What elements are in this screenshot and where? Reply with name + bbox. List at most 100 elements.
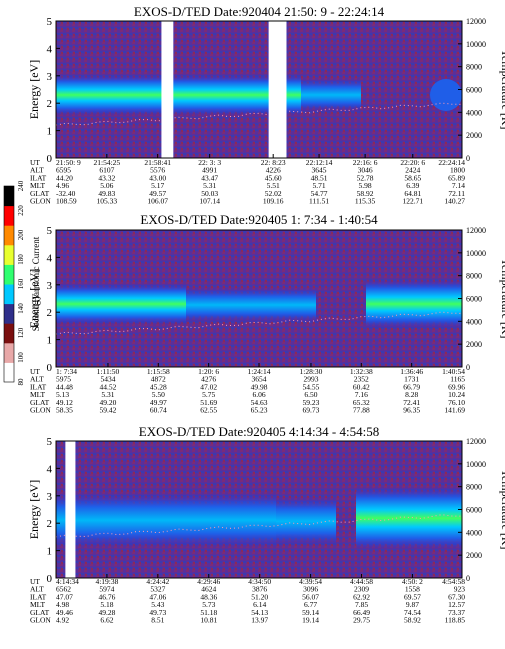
y-right-tick-label: 2000	[466, 131, 482, 140]
table-cell: 77.88	[353, 406, 370, 415]
table-cell: 43.47	[201, 173, 218, 182]
colorbar-segment	[4, 244, 14, 265]
table-cell: 22:16: 6	[353, 158, 378, 167]
table-row-label: GLAT	[30, 608, 50, 617]
y-right-tick-label: 6000	[466, 506, 482, 515]
table-cell: 4:34:50	[248, 577, 271, 586]
y-right-tick-label: 8000	[466, 483, 482, 492]
y-right-tick-label: 12000	[466, 226, 486, 235]
table-row-label: GLAT	[30, 189, 50, 198]
y-right-tick-label: 2000	[466, 340, 482, 349]
table-cell: 4:39:54	[299, 577, 322, 586]
table-cell: 69.96	[448, 382, 465, 391]
table-cell: 1:40:54	[442, 367, 465, 376]
panel-1: EXOS-D/TED Date:920404 21:50: 9 - 22:24:…	[27, 4, 505, 206]
table-row-label: ILAT	[30, 382, 47, 391]
colorbar-segment	[4, 362, 14, 383]
table-cell: 66.79	[403, 382, 420, 391]
table-cell: 58.92	[357, 189, 374, 198]
table-cell: 5.06	[100, 181, 113, 190]
emission-band	[56, 486, 462, 550]
y-tick-label: 1	[47, 335, 53, 347]
y-tick-label: 4	[47, 43, 53, 55]
y-right-axis-label: Temperature [K]	[499, 49, 505, 129]
table-cell: 69.73	[303, 406, 320, 415]
table-cell: 65.23	[251, 406, 268, 415]
table-cell: 6107	[99, 166, 114, 175]
table-cell: 4:24:42	[146, 577, 169, 586]
table-cell: 74.54	[404, 608, 421, 617]
table-cell: 4.92	[56, 616, 69, 625]
table-cell: 1558	[405, 585, 420, 594]
y-tick-label: 4	[47, 463, 53, 475]
table-cell: 141.69	[444, 406, 465, 415]
table-cell: 51.69	[200, 398, 217, 407]
table-cell: 107.14	[199, 197, 220, 206]
y-tick-label: 2	[47, 307, 53, 319]
y-right-tick-label: 4000	[466, 108, 482, 117]
panel-title: EXOS-D/TED Date:920404 21:50: 9 - 22:24:…	[134, 4, 385, 19]
table-cell: 22: 8:23	[261, 158, 286, 167]
table-cell: 4.98	[56, 600, 69, 609]
table-cell: 8.28	[405, 390, 418, 399]
table-cell: 58.92	[404, 616, 421, 625]
colorbar-segment	[4, 303, 14, 324]
table-cell: 1:24:14	[248, 367, 271, 376]
y-axis-label: Energy [eV]	[27, 60, 41, 119]
table-cell: 49.12	[56, 398, 73, 407]
colorbar: 80 100 120 140 160 180 200 220 240 Second Harmoni…	[3, 180, 41, 386]
table-cell: 51.18	[200, 608, 217, 617]
table-cell: 47.07	[56, 592, 73, 601]
table-cell: 3046	[358, 166, 373, 175]
table-cell: 58.65	[404, 173, 421, 182]
y-right-tick-label: 0	[466, 363, 470, 372]
table-cell: 50.03	[201, 189, 218, 198]
table-cell: 45.28	[150, 382, 167, 391]
table-cell: 5.18	[100, 600, 113, 609]
table-cell: 2352	[354, 375, 369, 384]
table-cell: 4.96	[56, 181, 69, 190]
table-cell: 1: 7:34	[56, 367, 77, 376]
table-cell: 6.14	[253, 600, 266, 609]
table-cell: 51.20	[251, 592, 268, 601]
y-right-axis-label: Temperature [K]	[499, 469, 505, 549]
temperature-trace	[55, 311, 463, 335]
table-cell: 60.74	[150, 406, 167, 415]
table-cell: 5.43	[151, 600, 164, 609]
table-cell: 5974	[99, 585, 114, 594]
table-cell: 54.13	[251, 608, 268, 617]
panel-3: EXOS-D/TED Date:920405 4:14:34 - 4:54:58…	[27, 424, 505, 625]
table-row-label: ILAT	[30, 173, 47, 182]
table-cell: 8.51	[151, 616, 164, 625]
table-cell: 22:24:14	[438, 158, 465, 167]
table-cell: 29.75	[353, 616, 370, 625]
y-tick-label: 4	[47, 252, 53, 264]
table-row-label: MLT	[30, 181, 46, 190]
y-right-tick-label: 10000	[466, 40, 486, 49]
y-tick-label: 5	[47, 225, 53, 237]
table-cell: 4:14:34	[56, 577, 79, 586]
colorbar-tick-label: 180	[17, 254, 25, 265]
table-cell: 3096	[303, 585, 318, 594]
table-cell: 5.17	[151, 181, 164, 190]
colorbar-tick-label: 200	[17, 229, 25, 240]
y-tick-label: 2	[47, 98, 53, 110]
y-tick-label: 0	[47, 573, 53, 585]
table-cell: 109.16	[263, 197, 284, 206]
table-cell: 45.60	[265, 173, 282, 182]
table-cell: 1165	[450, 375, 465, 384]
table-cell: 19.14	[302, 616, 319, 625]
table-cell: 49.98	[251, 382, 268, 391]
table-cell: 13.97	[251, 616, 268, 625]
table-cell: 7.85	[355, 600, 368, 609]
table-cell: 67.30	[448, 592, 465, 601]
colorbar-frame	[3, 185, 15, 383]
table-cell: 1:36:46	[400, 367, 423, 376]
table-cell: 5576	[150, 166, 165, 175]
y-right-tick-label: 8000	[466, 63, 482, 72]
table-cell: 108.59	[56, 197, 77, 206]
table-cell: 64.81	[404, 189, 421, 198]
table-cell: 3876	[252, 585, 267, 594]
colorbar-tick-label: 160	[17, 278, 25, 289]
